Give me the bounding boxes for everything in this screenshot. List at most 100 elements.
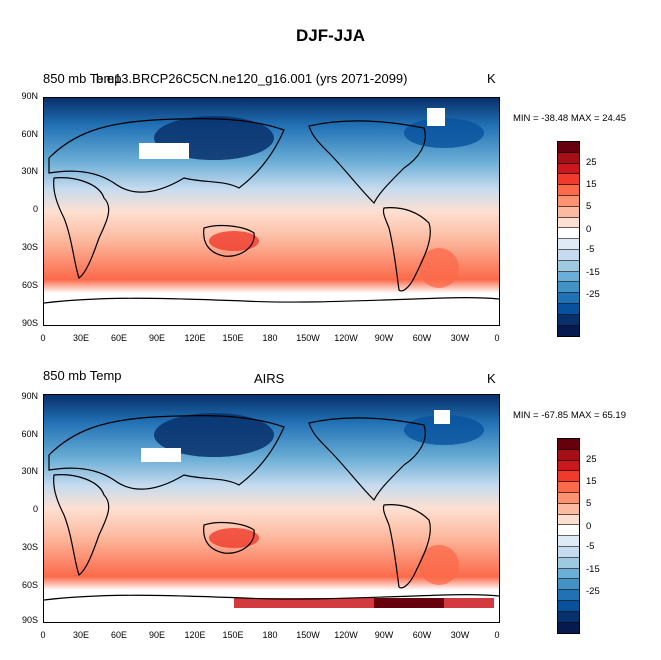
colorbar-label: 15 xyxy=(586,179,597,190)
lat-label: 0 xyxy=(32,204,38,214)
colorbar-swatch xyxy=(558,525,579,537)
colorbar-swatch xyxy=(558,185,579,196)
lat-label: 0 xyxy=(32,504,38,514)
samerica-warm-core xyxy=(419,248,459,288)
colorbar-swatch xyxy=(558,260,579,272)
antarctic-warm-band xyxy=(234,598,494,608)
arctic-cold-core xyxy=(404,415,484,445)
colorbar-label: -15 xyxy=(586,267,600,278)
lon-label: 0 xyxy=(494,630,500,640)
colorbar-swatch xyxy=(558,195,579,207)
colorbar-swatch xyxy=(558,492,579,504)
colorbar-swatch xyxy=(558,163,579,175)
colorbar-swatch xyxy=(558,460,579,472)
figure-title: DJF-JJA xyxy=(296,26,365,45)
lon-label: 150E xyxy=(222,630,244,640)
lat-label: 30S xyxy=(21,542,38,552)
lat-label: 30S xyxy=(21,242,38,252)
colorbar-swatch xyxy=(558,174,579,186)
colorbar-swatch xyxy=(558,217,579,229)
lon-label: 180 xyxy=(262,333,278,343)
lon-label: 90W xyxy=(374,333,394,343)
lat-label: 60S xyxy=(21,580,38,590)
colorbar-swatch xyxy=(558,239,579,250)
lon-label: 30E xyxy=(72,630,89,640)
lat-label: 90N xyxy=(21,391,38,401)
panel-variable-label: 850 mb Temp xyxy=(43,368,122,383)
colorbar-swatch xyxy=(558,546,579,558)
colorbar-swatch xyxy=(558,536,579,547)
lon-label: 0 xyxy=(40,333,46,343)
colorbar xyxy=(557,438,580,635)
colorbar-swatch xyxy=(558,314,579,326)
samerica-outline xyxy=(382,207,431,292)
min-max-label: MIN = -67.85 MAX = 65.19 xyxy=(513,410,627,421)
lat-label: 90S xyxy=(21,615,38,625)
lon-label: 60W xyxy=(412,333,432,343)
lon-label: 30W xyxy=(450,333,470,343)
continent-outlines xyxy=(44,414,499,601)
lat-label: 60S xyxy=(21,280,38,290)
lon-label: 60E xyxy=(110,333,127,343)
colorbar-swatch xyxy=(558,152,579,164)
colorbar-swatch xyxy=(558,293,579,304)
colorbar-label: -15 xyxy=(586,564,600,575)
greenland-missing-data xyxy=(434,410,450,424)
panel-case-label: AIRS xyxy=(254,371,285,386)
panel-variable-label: 850 mb Temp xyxy=(43,71,122,86)
colorbar-swatch xyxy=(558,471,579,483)
antarctic-warm-core xyxy=(374,598,444,608)
panel-case-label: b.e13.BRCP26C5CN.ne120_g16.001 (yrs 2071… xyxy=(96,71,408,86)
colorbar-swatch xyxy=(558,590,579,601)
lon-label: 150E xyxy=(222,333,244,343)
colorbar xyxy=(557,141,580,338)
lon-label: 0 xyxy=(494,333,500,343)
colorbar-swatch xyxy=(558,611,579,623)
lon-label: 90E xyxy=(148,333,165,343)
namerica-outline xyxy=(308,120,426,205)
colorbar-label: 0 xyxy=(586,224,592,235)
min-max-label: MIN = -38.48 MAX = 24.45 xyxy=(513,113,627,124)
antarctica-outline xyxy=(44,296,499,304)
arctic-cold-core xyxy=(404,118,484,148)
colorbar-swatch xyxy=(558,557,579,569)
colorbar-swatch xyxy=(558,228,579,240)
australia-warm-core xyxy=(209,528,259,548)
lon-label: 150W xyxy=(296,333,320,343)
australia-outline xyxy=(203,521,255,554)
lon-label: 60E xyxy=(110,630,127,640)
australia-outline xyxy=(203,224,255,257)
temperature-difference-map xyxy=(43,394,500,623)
colorbar-swatch xyxy=(558,271,579,283)
tibet-missing-data xyxy=(139,143,189,159)
colorbar-swatch xyxy=(558,622,579,634)
model-panel: 850 mb Temp b.e13.BRCP26C5CN.ne120_g16.0… xyxy=(0,70,661,350)
australia-warm-core xyxy=(209,231,259,251)
colorbar-label: 15 xyxy=(586,476,597,487)
lon-label: 120W xyxy=(334,630,358,640)
colorbar-label: 5 xyxy=(586,201,592,212)
colorbar-swatch xyxy=(558,514,579,526)
lat-label: 30N xyxy=(21,466,38,476)
lon-label: 120E xyxy=(184,630,206,640)
colorbar-label: -5 xyxy=(586,244,595,255)
lon-label: 0 xyxy=(40,630,46,640)
colorbar-label: 25 xyxy=(586,157,597,168)
eurasia-outline xyxy=(48,414,285,490)
colorbar-swatch xyxy=(558,206,579,218)
antarctica-outline xyxy=(44,593,499,601)
colorbar-label: 0 xyxy=(586,521,592,532)
colorbar-swatch xyxy=(558,600,579,612)
colorbar-swatch xyxy=(558,325,579,337)
colorbar-swatch xyxy=(558,579,579,591)
panel-units-label: K xyxy=(487,71,496,86)
lon-label: 90E xyxy=(148,630,165,640)
colorbar-swatch xyxy=(558,249,579,261)
colorbar-swatch xyxy=(558,439,579,450)
lat-label: 90S xyxy=(21,318,38,328)
colorbar-swatch xyxy=(558,568,579,580)
colorbar-swatch xyxy=(558,303,579,315)
colorbar-label: -5 xyxy=(586,541,595,552)
continent-outlines xyxy=(44,117,499,304)
lat-label: 60N xyxy=(21,429,38,439)
